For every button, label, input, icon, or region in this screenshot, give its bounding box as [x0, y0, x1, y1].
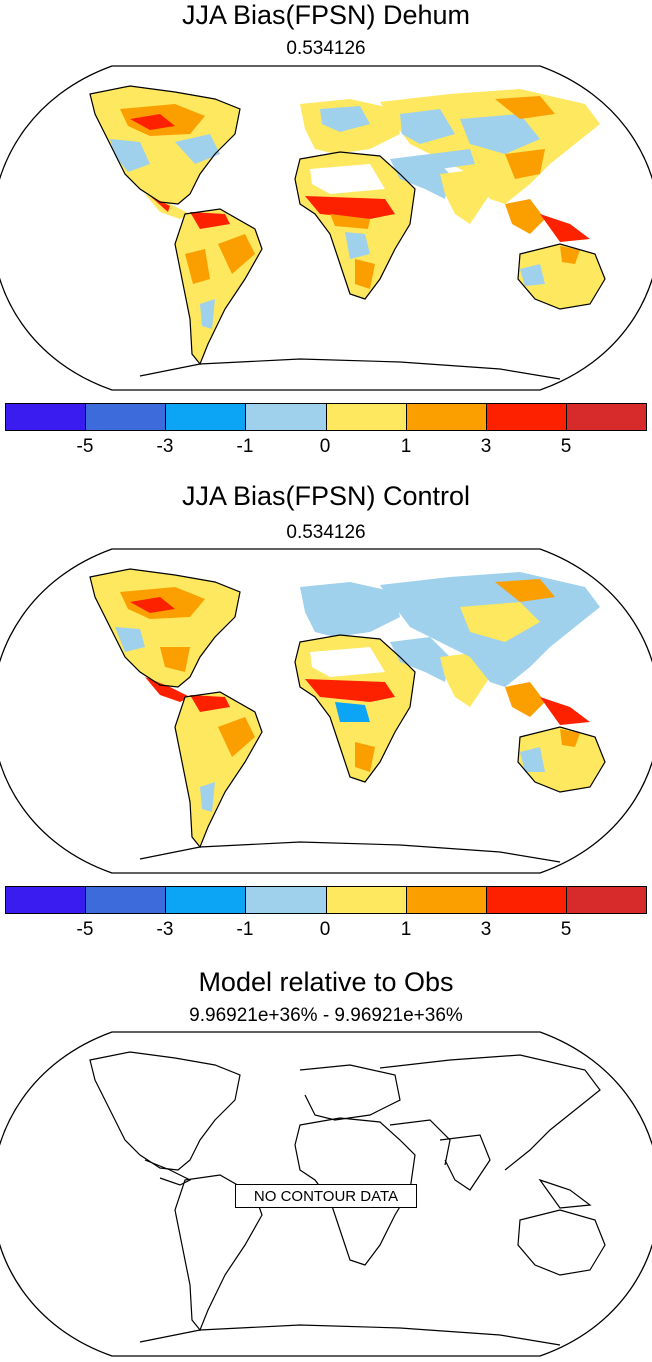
colorbar-tick-label: 1: [400, 919, 412, 940]
colorbar-tick-label: 0: [319, 436, 331, 457]
colorbar-box: [326, 404, 407, 430]
panel2-map: [0, 548, 652, 874]
colorbar-tick-label: 5: [560, 919, 572, 940]
panel2-colorbar: [5, 886, 647, 914]
colorbar-box: [406, 887, 487, 913]
colorbar-tick-label: -5: [76, 919, 94, 940]
panel1-colorbar: [5, 403, 647, 431]
colorbar-box: [166, 404, 247, 430]
colorbar-box: [86, 404, 167, 430]
colorbar-box: [166, 887, 247, 913]
colorbar-box: [486, 404, 567, 430]
colorbar-box: [6, 887, 87, 913]
panel1-title: JJA Bias(FPSN) Dehum: [181, 0, 471, 30]
panel3-title: Model relative to Obs: [198, 967, 454, 997]
panel3-subtitle: 9.96921e+36% - 9.96921e+36%: [189, 1005, 463, 1026]
colorbar-box: [326, 887, 407, 913]
colorbar-box: [406, 404, 487, 430]
colorbar-tick-label: 0: [319, 919, 331, 940]
panel1-subtitle: 0.534126: [286, 38, 366, 59]
colorbar-box: [246, 404, 327, 430]
colorbar-box: [86, 887, 167, 913]
colorbar-box: [566, 887, 646, 913]
colorbar-tick-label: -1: [236, 919, 254, 940]
colorbar-box: [246, 887, 327, 913]
colorbar-box: [486, 887, 567, 913]
colorbar-tick-label: 3: [480, 919, 492, 940]
colorbar-tick-label: 3: [480, 436, 492, 457]
no-contour-data-label: NO CONTOUR DATA: [235, 1184, 417, 1208]
panel1-colorbar-ticks: -5 -3 -1 0 1 3 5: [0, 436, 652, 460]
panel2-subtitle: 0.534126: [286, 522, 366, 543]
panel2-title: JJA Bias(FPSN) Control: [181, 481, 471, 511]
colorbar-tick-label: 5: [560, 436, 572, 457]
colorbar-tick-label: -1: [236, 436, 254, 457]
panel1-map: [0, 65, 652, 391]
panel2-colorbar-ticks: -5 -3 -1 0 1 3 5: [0, 919, 652, 943]
colorbar-tick-label: -5: [76, 436, 94, 457]
colorbar-tick-label: -3: [156, 436, 174, 457]
colorbar-box: [6, 404, 87, 430]
colorbar-tick-label: 1: [400, 436, 412, 457]
colorbar-tick-label: -3: [156, 919, 174, 940]
colorbar-box: [566, 404, 646, 430]
